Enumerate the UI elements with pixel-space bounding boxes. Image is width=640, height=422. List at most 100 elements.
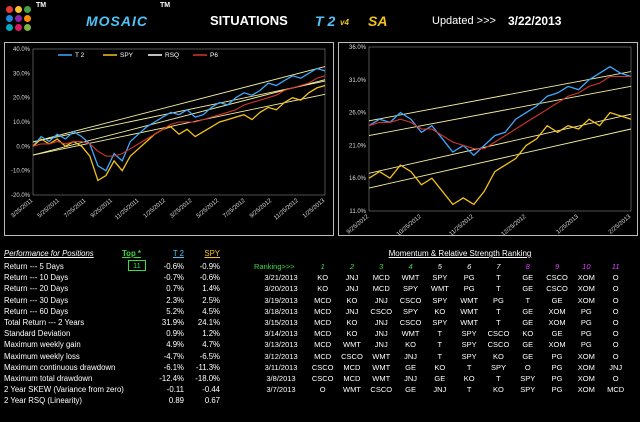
ranking-ticker: SPY	[403, 306, 419, 316]
spy-value: -0.6%	[199, 273, 220, 283]
ranking-ticker: O	[612, 351, 619, 361]
ranking-date: 3/13/2013	[264, 340, 298, 350]
x-tick-label: 2/25/2013	[608, 214, 633, 235]
legend-label: RSQ	[165, 52, 179, 59]
ranking-ticker: MCD	[343, 362, 361, 372]
mosaic-logo-dots	[6, 6, 32, 34]
ranking-ticker: T	[496, 373, 501, 383]
performance-chart-2yr: 40.0% 30.0% 20.0% 10.0% 0.0% -10.0% -20.0% 3/25…	[4, 42, 334, 236]
metric-label: Return --- 20 Days	[4, 284, 69, 294]
performance-row: Standard Deviation 0.9% 1.2%	[4, 329, 232, 340]
ranking-ticker: XOM	[577, 362, 595, 372]
ranking-ticker: KO	[317, 273, 329, 283]
spy-value: -0.44	[202, 385, 220, 395]
t2-value: -12.4%	[159, 373, 184, 383]
performance-row: 2 Year SKEW (Variance from zero) -0.11 -0.…	[4, 385, 232, 396]
ranking-ticker: XOM	[548, 340, 566, 350]
updated-date: 3/22/2013	[508, 14, 562, 28]
ranking-ticker: JNJ	[374, 340, 388, 350]
ranking-ticker: O	[612, 273, 619, 283]
ranking-ticker: WMT	[372, 362, 391, 372]
ranking-ticker: JNJ	[374, 317, 388, 327]
chart-2yr-svg: 40.0%30.0%20.0%10.0%0.0%-10.0%-20.0%3/25…	[10, 47, 326, 222]
metric-label: Return --- 5 Days	[4, 262, 64, 271]
rank-column-header: 4	[408, 262, 413, 271]
spy-value: 4.7%	[202, 340, 220, 350]
ranking-ticker: CSCO	[311, 362, 334, 372]
logo-dot	[6, 15, 13, 22]
ranking-title: Momentum & Relative Strength Ranking	[388, 249, 532, 258]
trend-channel-line	[368, 113, 632, 174]
ranking-ticker: CSCO	[399, 295, 422, 305]
top-count-box[interactable]: 11	[128, 260, 146, 271]
logo-dot	[15, 6, 22, 13]
performance-row: 2 Year RSQ (Linearity) 0.89 0.67	[4, 396, 232, 407]
ranking-ticker: JNJ	[345, 284, 359, 294]
rank-column-header: 3	[379, 262, 384, 271]
ranking-ticker: KO	[434, 362, 446, 372]
logo-dot	[24, 6, 31, 13]
x-tick-label: 11/25/2012	[273, 198, 300, 222]
performance-row: Return --- 60 Days 5.2% 4.5%	[4, 307, 232, 318]
ranking-ticker: GE	[522, 340, 534, 350]
ranking-date: 3/19/2013	[264, 295, 298, 305]
ranking-header-row: Ranking>>> 1 2 3 4 5 6 7 8 9 10 11	[240, 262, 640, 273]
ranking-ticker: MCD	[314, 306, 332, 316]
trend-channel-line	[368, 85, 632, 137]
ranking-ticker: T	[437, 351, 443, 361]
ranking-ticker: CSCO	[341, 351, 363, 361]
ranking-ticker: WMT	[430, 284, 449, 294]
ranking-ticker: JNJ	[374, 295, 388, 305]
ranking-ticker: PG	[580, 329, 592, 339]
header-bar: TM MOSAIC TM SITUATIONS T 2 v4 SA Update…	[0, 0, 640, 40]
y-tick-label: 16.0%	[349, 176, 367, 182]
ranking-date: 3/18/2013	[264, 306, 298, 316]
x-tick-label: 11/25/2011	[114, 198, 141, 222]
rank-column-header: 7	[496, 262, 501, 271]
t2-value: -6.1%	[163, 362, 184, 372]
ranking-ticker: WMT	[460, 317, 479, 327]
ranking-ticker: KO	[317, 284, 329, 294]
ranking-ticker: WMT	[401, 329, 420, 339]
ranking-ticker: T	[496, 317, 501, 327]
trademark-mark: TM	[36, 2, 47, 9]
series-line-spy	[368, 111, 632, 206]
t2-value: 0.9%	[166, 329, 184, 339]
y-tick-label: 11.0%	[349, 209, 366, 215]
ranking-ticker: GE	[522, 351, 534, 361]
ranking-ticker: GE	[522, 273, 534, 283]
ranking-ticker: SPY	[432, 273, 448, 283]
t2-value: -0.7%	[163, 273, 184, 283]
metric-label: 2 Year SKEW (Variance from zero)	[4, 385, 124, 395]
y-tick-label: 31.0%	[349, 78, 367, 84]
ranking-ticker: KO	[463, 373, 475, 383]
ranking-ticker: T	[437, 340, 443, 350]
x-tick-label: 11/25/2012	[449, 214, 476, 235]
ranking-ticker: JNJ	[433, 385, 447, 395]
trend-channel-line	[32, 80, 326, 143]
rank-column-header: 5	[437, 262, 442, 271]
ranking-ticker: PG	[551, 373, 563, 383]
ranking-ticker: MCD	[314, 317, 332, 327]
ranking-ticker: MCD	[314, 329, 332, 339]
plot-area	[368, 46, 632, 212]
ranking-ticker: GE	[551, 329, 563, 339]
ranking-row: 3/7/2013 O WMT CSCO GE JNJ T KO SPY PG XOM MCD	[240, 385, 640, 396]
ranking-date: 3/8/2013	[266, 373, 296, 383]
updated-label: Updated >>>	[432, 15, 496, 27]
x-tick-label: 12/25/2012	[501, 214, 528, 235]
ranking-ticker: XOM	[577, 385, 595, 395]
ranking-ticker: JNJ	[345, 273, 359, 283]
ranking-date: 3/12/2013	[264, 351, 298, 361]
metric-label: Maximum continuous drawdown	[4, 362, 116, 372]
ranking-ticker: PG	[463, 273, 475, 283]
ranking-ticker: MCD	[343, 373, 361, 383]
ranking-ticker: WMT	[372, 373, 391, 383]
ranking-ticker: JNJ	[374, 329, 388, 339]
ranking-ticker: GE	[405, 362, 416, 372]
ranking-ticker: KO	[346, 317, 358, 327]
performance-chart-6mo: 36.0% 31.0% 26.0% 21.0% 16.0% 11.0% 9/25/2012 1…	[338, 42, 638, 236]
metric-label: Return --- 30 Days	[4, 295, 69, 305]
performance-table: Performance for Positions Top * T 2 SPY …	[4, 249, 232, 407]
ranking-ticker: SPY	[520, 373, 536, 383]
